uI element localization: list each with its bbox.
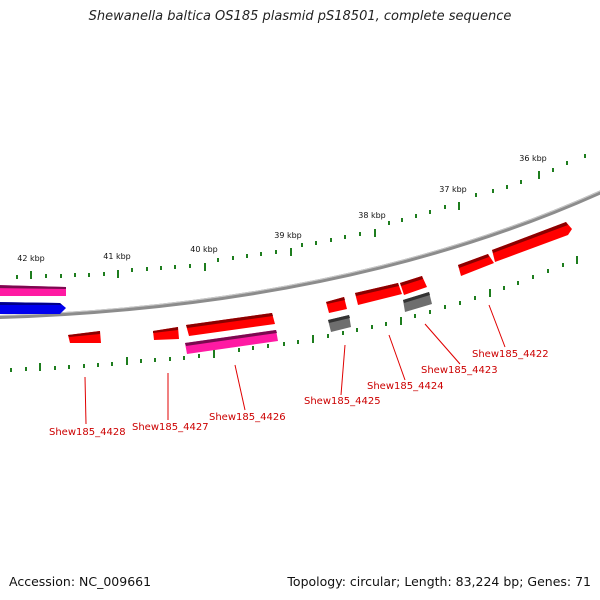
- gene-label-4427: Shew185_4427: [132, 422, 209, 433]
- kbp-label-40: 40 kbp: [190, 245, 218, 254]
- kbp-labels: 36 kbp 37 kbp 38 kbp 39 kbp 40 kbp 41 kb…: [17, 154, 547, 263]
- gene-arrow-4424[interactable]: [355, 283, 402, 305]
- label-leader-lines: [84, 304, 506, 425]
- gene-label-4425: Shew185_4425: [304, 396, 381, 407]
- gene-label-4422: Shew185_4422: [472, 349, 549, 360]
- kbp-label-42: 42 kbp: [17, 254, 45, 263]
- gene-label-4426: Shew185_4426: [209, 412, 286, 423]
- gene-arrow-4422b[interactable]: [458, 254, 494, 276]
- gene-labels: Shew185_4422 Shew185_4423 Shew185_4424 S…: [49, 349, 549, 438]
- gene-label-4428: Shew185_4428: [49, 427, 126, 438]
- kbp-label-36: 36 kbp: [519, 154, 547, 163]
- inner-tick-ring: [10, 256, 578, 372]
- gene-arrow-4428[interactable]: [68, 331, 101, 343]
- kbp-label-37: 37 kbp: [439, 185, 467, 194]
- pseudo-gene-2[interactable]: [328, 315, 351, 332]
- kbp-label-38: 38 kbp: [358, 211, 386, 220]
- map-title: Shewanella baltica OS185 plasmid pS18501…: [88, 9, 512, 24]
- kbp-label-39: 39 kbp: [274, 231, 302, 240]
- gene-label-4423: Shew185_4423: [421, 365, 498, 376]
- gene-arrow-4425[interactable]: [326, 297, 347, 313]
- backbone-ring: [0, 190, 600, 319]
- gene-arrow-4422[interactable]: [492, 222, 572, 262]
- pink-feature-left: [0, 285, 66, 296]
- kbp-label-41: 41 kbp: [103, 252, 131, 261]
- gene-arrow-4423[interactable]: [400, 276, 427, 295]
- gene-arrow-4427[interactable]: [153, 327, 179, 340]
- pseudo-gene-1[interactable]: [403, 292, 432, 312]
- gene-label-4424: Shew185_4424: [367, 381, 444, 392]
- blue-feature-left: [0, 302, 66, 314]
- pink-feature-4426: [185, 330, 278, 354]
- topology-stats: Topology: circular; Length: 83,224 bp; G…: [287, 574, 591, 589]
- outer-tick-ring: [16, 154, 586, 279]
- gene-arrow-4426[interactable]: [186, 313, 275, 336]
- accession-text: Accession: NC_009661: [9, 574, 152, 589]
